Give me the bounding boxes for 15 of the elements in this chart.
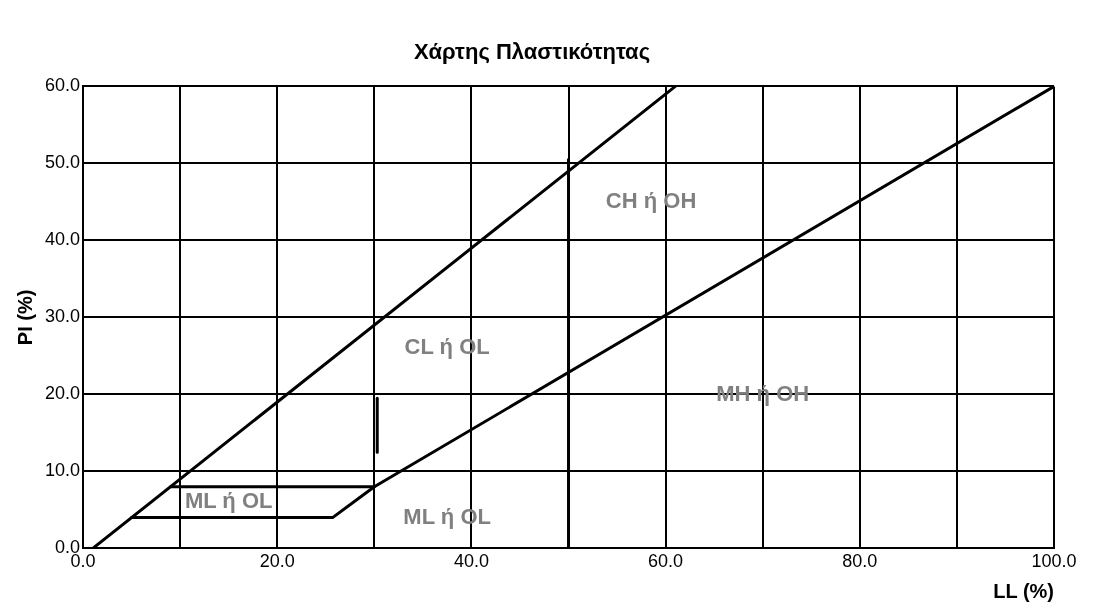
x-tick-label: 40.0 [453, 551, 489, 572]
x-axis-title: LL (%) [993, 579, 1054, 602]
y-tick-label: 10.0 [44, 460, 81, 481]
y-tick-label: 30.0 [44, 306, 81, 327]
y-tick-label: 40.0 [44, 229, 81, 250]
x-tick-label: 60.0 [648, 551, 684, 572]
y-tick-label: 50.0 [44, 152, 81, 173]
y-tick-label: 60.0 [44, 75, 81, 96]
annotation: ML ή OL [184, 488, 273, 514]
y-tick-label: 20.0 [44, 383, 81, 404]
x-tick-label: 80.0 [842, 551, 878, 572]
x-tick-label: 100.0 [1031, 551, 1077, 572]
y-axis-title: PI (%) [13, 289, 36, 346]
x-tick-label: 20.0 [259, 551, 295, 572]
chart-title: Χάρτης Πλαστικότητας [413, 39, 651, 65]
